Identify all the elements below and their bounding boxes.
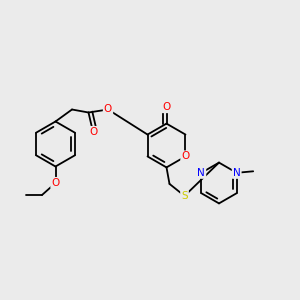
Text: O: O	[181, 152, 190, 161]
Text: N: N	[233, 168, 241, 178]
Text: O: O	[104, 104, 112, 115]
Text: O: O	[89, 127, 97, 137]
Text: N: N	[197, 168, 205, 178]
Text: O: O	[162, 102, 171, 112]
Text: S: S	[181, 191, 188, 201]
Text: O: O	[51, 178, 60, 188]
